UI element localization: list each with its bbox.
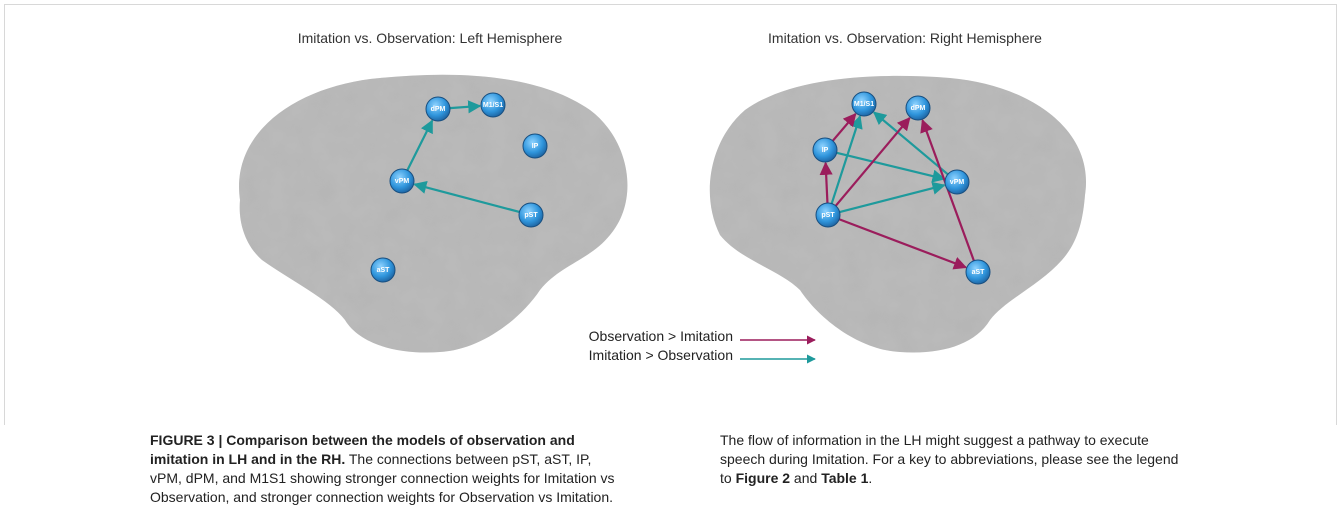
- legend-label: Imitation > Observation: [589, 347, 733, 363]
- region-label: dPM: [911, 105, 926, 112]
- region-label: pST: [821, 212, 835, 219]
- figure: Imitation vs. Observation: Left Hemisphe…: [0, 0, 1341, 425]
- caption-text: .: [868, 470, 872, 486]
- panel-title: Imitation vs. Observation: Left Hemisphe…: [298, 30, 563, 46]
- region-label: M1/S1: [854, 101, 874, 108]
- region-label: IP: [532, 143, 539, 150]
- region-label: vPM: [395, 178, 410, 185]
- legend-label: Observation > Imitation: [589, 328, 733, 344]
- page: Imitation vs. Observation: Left Hemisphe…: [0, 0, 1341, 510]
- table-ref: Table 1: [821, 470, 868, 486]
- region-label: dPM: [431, 106, 446, 113]
- region-label: pST: [524, 212, 538, 219]
- region-label: aST: [972, 269, 986, 276]
- right-brain: [710, 76, 1086, 353]
- caption-text: and: [790, 470, 821, 486]
- region-label: M1/S1: [483, 102, 503, 109]
- region-label: vPM: [950, 179, 965, 186]
- figure-ref: Figure 2: [736, 470, 790, 486]
- region-label: aST: [377, 267, 391, 274]
- region-label: IP: [822, 147, 829, 154]
- panel-title: Imitation vs. Observation: Right Hemisph…: [768, 30, 1042, 46]
- caption: FIGURE 3 | Comparison between the models…: [150, 431, 1190, 507]
